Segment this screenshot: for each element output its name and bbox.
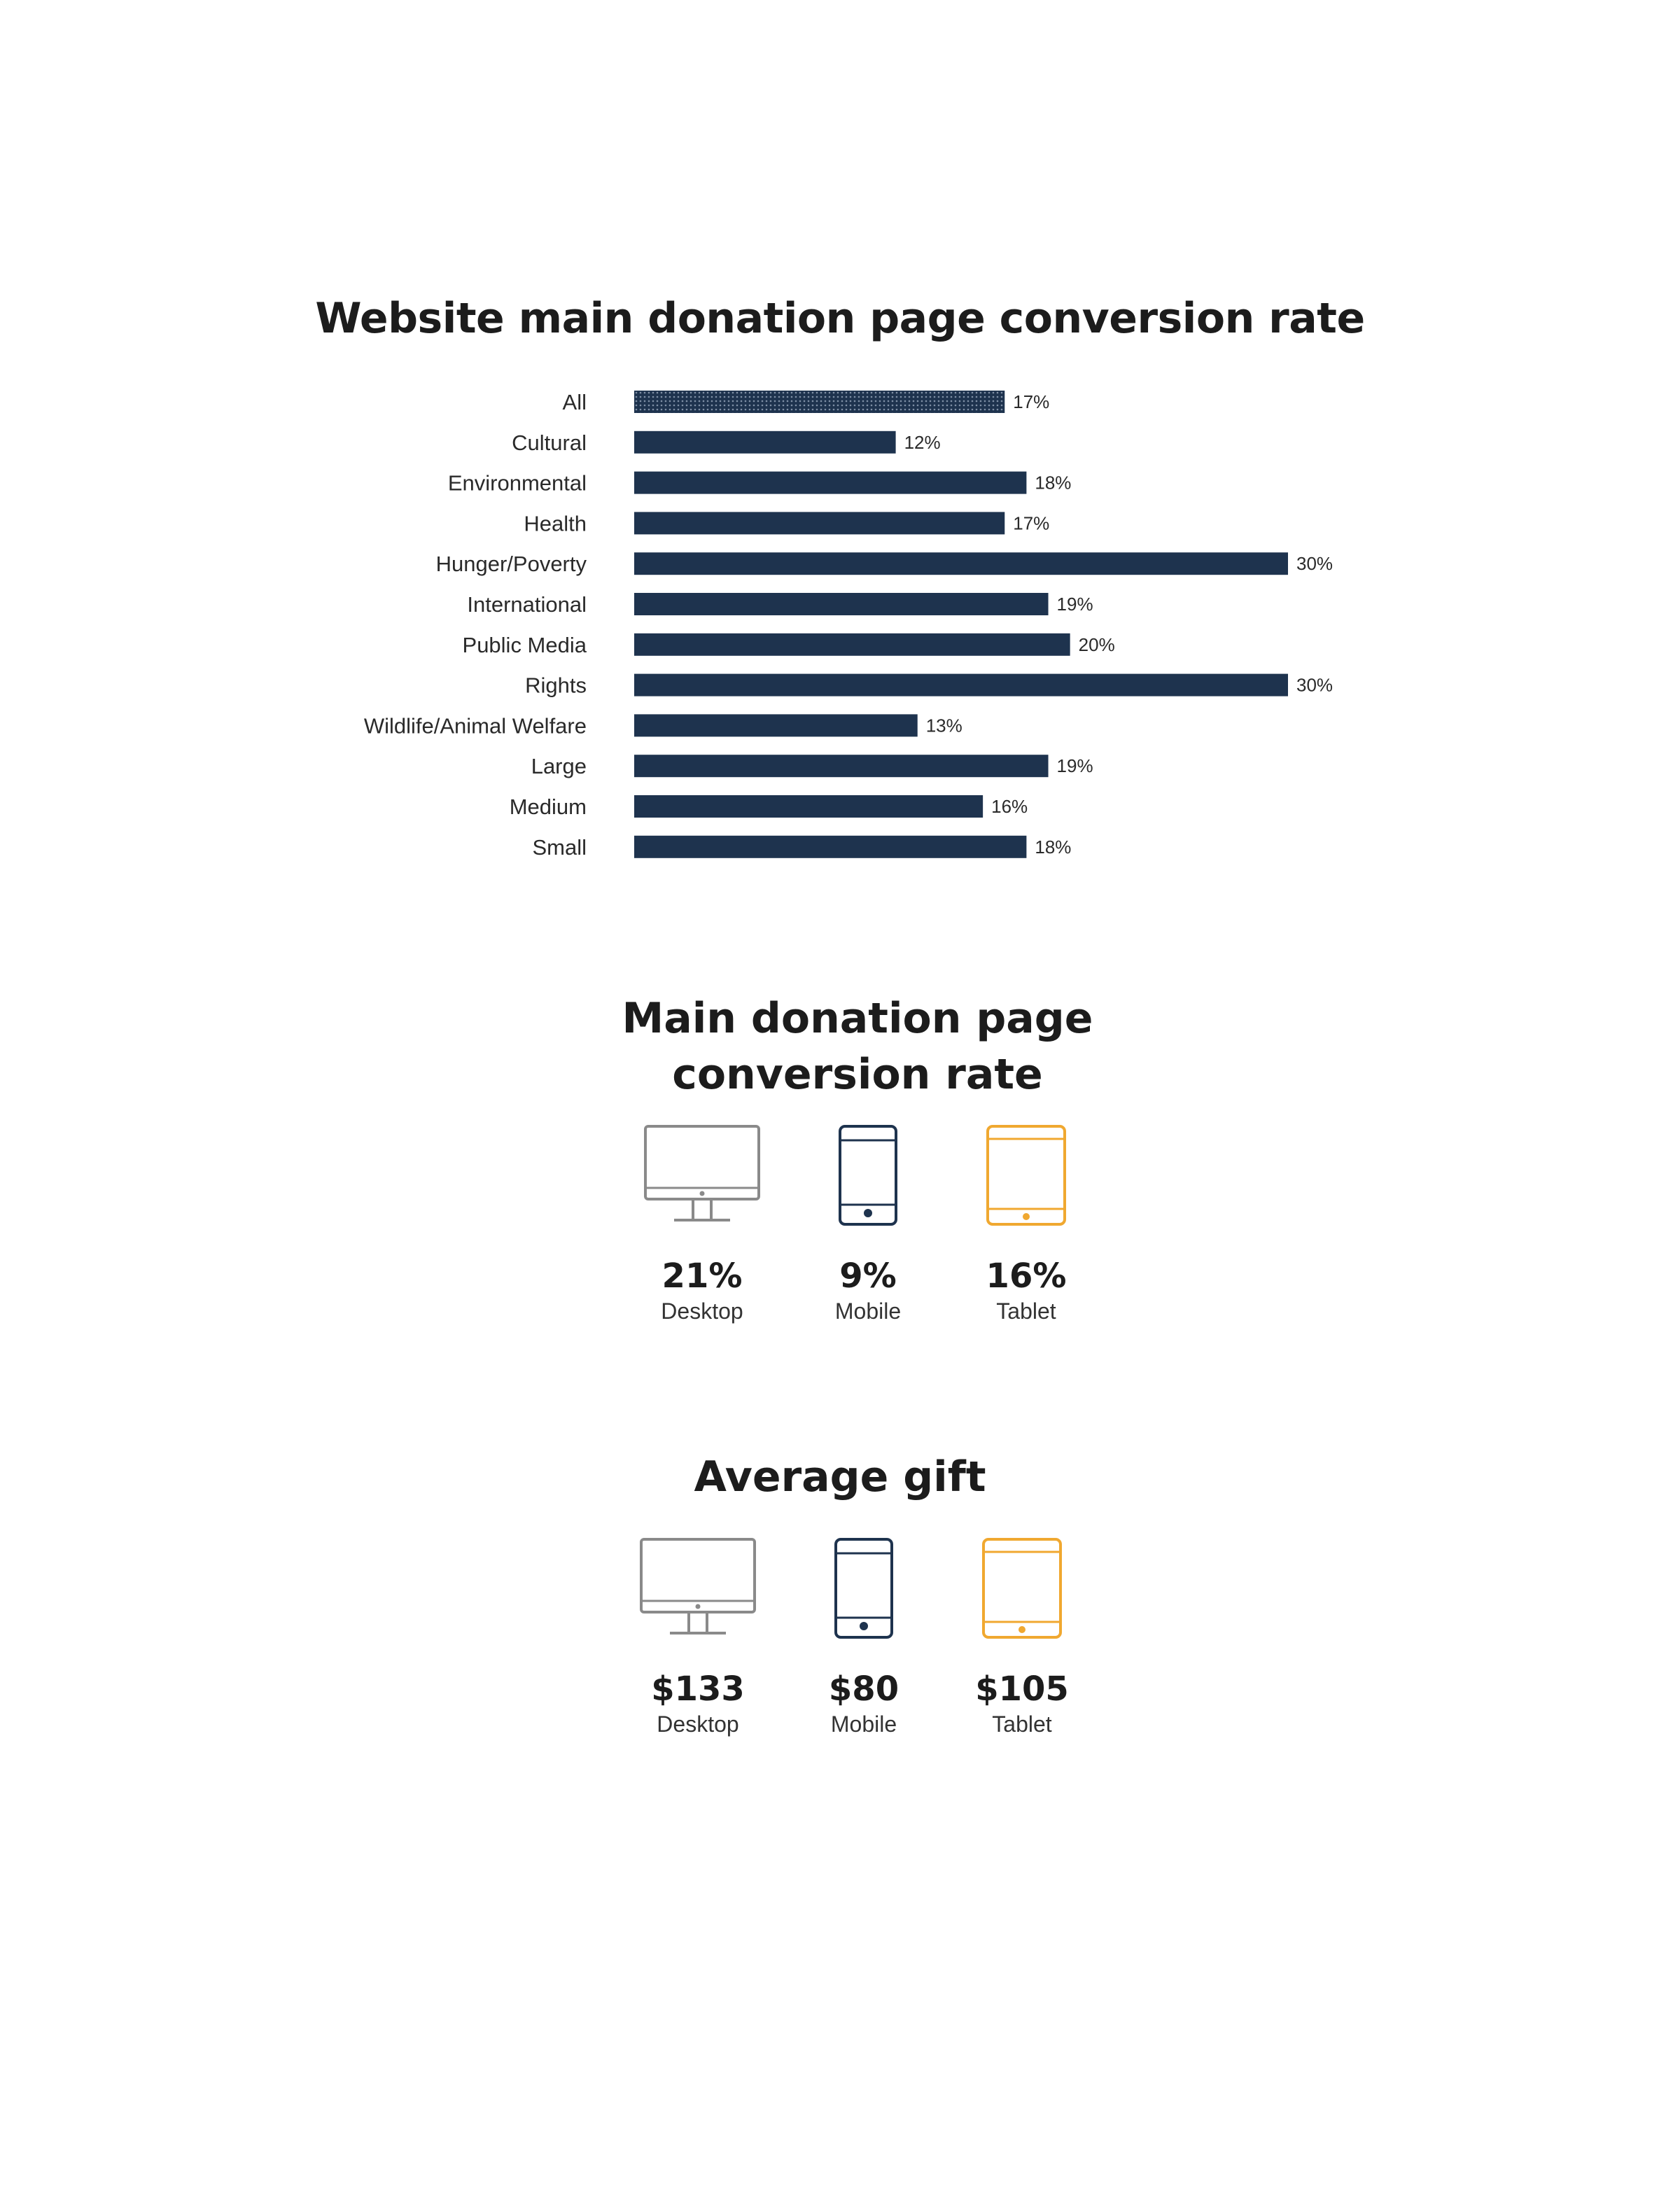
value-label: 12% bbox=[904, 432, 941, 453]
bar bbox=[634, 835, 1027, 858]
value-label: 30% bbox=[1296, 553, 1333, 574]
value-label: 20% bbox=[1079, 634, 1115, 655]
category-label: Small bbox=[532, 835, 587, 860]
value-label: 16% bbox=[991, 796, 1028, 817]
tablet-conversion: 16% Tablet bbox=[935, 1124, 1117, 1324]
value-label: 19% bbox=[1057, 594, 1093, 615]
category-label: Large bbox=[531, 754, 587, 778]
device-conversion-row: 21% Desktop 9% Mobile 16% Tablet bbox=[0, 1124, 1680, 1354]
chart-title: Website main donation page conversion ra… bbox=[315, 294, 1365, 343]
desktop-conversion-label: Desktop bbox=[661, 1298, 743, 1324]
desktop-gift-value: $133 bbox=[651, 1670, 745, 1709]
desktop-icon bbox=[640, 1538, 756, 1634]
conversion-bar-chart: All 17% Cultural 12% Environmental 18% Health 1… bbox=[364, 390, 1333, 860]
tablet-conversion-value: 16% bbox=[986, 1256, 1067, 1296]
value-label: 18% bbox=[1035, 836, 1071, 858]
category-label: Health bbox=[524, 511, 587, 536]
desktop-icon bbox=[644, 1125, 760, 1222]
desktop-gift: $133 Desktop bbox=[607, 1536, 789, 1737]
desktop-conversion: 21% Desktop bbox=[611, 1124, 793, 1324]
average-gift-title: Average gift bbox=[694, 1452, 986, 1502]
mobile-conversion: 9% Mobile bbox=[777, 1124, 959, 1324]
bar bbox=[634, 795, 983, 818]
mobile-icon bbox=[839, 1125, 897, 1226]
average-gift-row: $133 Desktop $80 Mobile $105 Tablet bbox=[0, 1536, 1680, 1768]
tablet-icon bbox=[986, 1125, 1066, 1226]
bar bbox=[634, 633, 1070, 656]
value-label: 30% bbox=[1296, 675, 1333, 696]
bar bbox=[634, 471, 1027, 494]
mobile-gift-value: $80 bbox=[828, 1670, 899, 1709]
bar bbox=[634, 430, 896, 454]
mobile-icon bbox=[834, 1538, 893, 1639]
value-label: 19% bbox=[1057, 755, 1093, 776]
category-label: Public Media bbox=[463, 633, 587, 657]
tablet-gift-value: $105 bbox=[975, 1670, 1069, 1709]
category-label: Cultural bbox=[512, 430, 587, 455]
value-label: 17% bbox=[1013, 512, 1049, 533]
category-label: Medium bbox=[510, 794, 587, 819]
mobile-conversion-label: Mobile bbox=[834, 1298, 902, 1324]
tablet-gift-label: Tablet bbox=[992, 1712, 1052, 1737]
mobile-conversion-value: 9% bbox=[839, 1256, 897, 1296]
tablet-gift: $105 Tablet bbox=[931, 1536, 1113, 1737]
bar bbox=[634, 512, 1005, 535]
bar bbox=[634, 391, 1005, 413]
bar bbox=[634, 552, 1288, 575]
tablet-conversion-label: Tablet bbox=[996, 1298, 1056, 1324]
value-label: 18% bbox=[1035, 472, 1071, 493]
mobile-gift: $80 Mobile bbox=[773, 1536, 955, 1737]
category-label: All bbox=[563, 390, 587, 414]
category-label: Environmental bbox=[448, 471, 587, 496]
desktop-gift-label: Desktop bbox=[657, 1712, 739, 1737]
desktop-conversion-value: 21% bbox=[662, 1256, 743, 1296]
category-label: Hunger/Poverty bbox=[436, 552, 587, 576]
tablet-icon bbox=[982, 1538, 1062, 1639]
bar bbox=[634, 593, 1049, 615]
bar bbox=[634, 755, 1049, 778]
value-label: 17% bbox=[1013, 391, 1049, 412]
category-label: Rights bbox=[525, 673, 587, 698]
value-label: 13% bbox=[926, 715, 962, 736]
bar bbox=[634, 673, 1288, 696]
category-label: International bbox=[467, 592, 587, 617]
category-label: Wildlife/Animal Welfare bbox=[364, 713, 587, 738]
device-conversion-title: Main donation page conversion rate bbox=[622, 994, 1093, 1099]
bar bbox=[634, 714, 918, 737]
mobile-gift-label: Mobile bbox=[830, 1712, 897, 1737]
